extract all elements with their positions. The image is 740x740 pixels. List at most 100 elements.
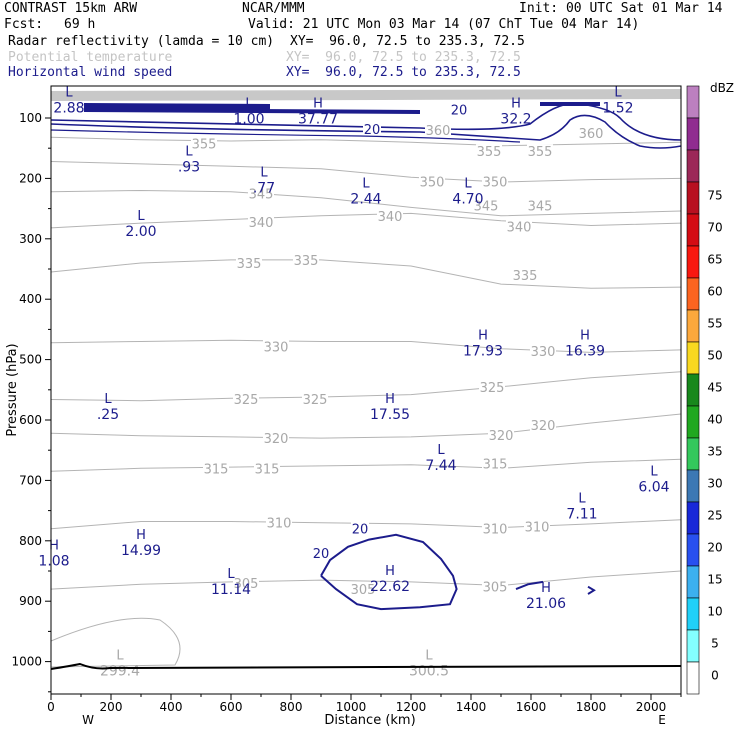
x-tick-label: 1000 bbox=[336, 700, 367, 714]
theta-label: 330 bbox=[531, 345, 556, 360]
theta-label-bg bbox=[482, 174, 508, 188]
theta-label-bg bbox=[302, 391, 328, 405]
colorbar-swatch bbox=[686, 149, 700, 183]
x-tick-label: 200 bbox=[100, 700, 123, 714]
header-fcst-value: 69 h bbox=[64, 17, 96, 32]
theta-label: 355 bbox=[477, 145, 502, 160]
extremum-value: 1.08 bbox=[38, 554, 69, 570]
theta-label-bg bbox=[233, 576, 259, 590]
theta-label-bg bbox=[482, 456, 508, 470]
theta-label: 320 bbox=[489, 429, 514, 444]
extremum-high: H bbox=[511, 97, 521, 112]
theta-label-bg bbox=[233, 391, 259, 405]
extremum-value: 7.44 bbox=[425, 458, 456, 474]
colorbar-swatch bbox=[686, 373, 700, 407]
colorbar-unit: dBZ bbox=[710, 81, 734, 95]
theta-label-bg bbox=[425, 123, 451, 137]
x-tick-label: 0 bbox=[47, 700, 55, 714]
header-init: Init: 00 UTC Sat 01 Mar 14 bbox=[519, 1, 723, 16]
extremum-value: .93 bbox=[178, 159, 200, 175]
theta-label: 315 bbox=[483, 457, 508, 472]
extremum-low: L bbox=[185, 144, 193, 159]
extremum-value: 6.04 bbox=[638, 479, 669, 495]
field-radar-xy: XY= 96.0, 72.5 to 235.3, 72.5 bbox=[290, 34, 525, 49]
colorbar-swatch bbox=[686, 405, 700, 439]
extremum-low: L bbox=[260, 165, 268, 180]
theta-label-bg bbox=[419, 174, 445, 188]
extremum-value: 2.44 bbox=[350, 191, 381, 207]
theta-label: 305 bbox=[483, 581, 508, 596]
theta-label-bg bbox=[377, 208, 403, 222]
colorbar-swatch bbox=[686, 309, 700, 343]
extremum-high: H bbox=[313, 97, 323, 112]
theta-label-bg bbox=[350, 582, 376, 596]
y-tick-label: 200 bbox=[19, 171, 42, 185]
extremum-value: 4.70 bbox=[452, 191, 483, 207]
colorbar-swatch bbox=[686, 661, 700, 695]
theta-label-bg bbox=[473, 198, 499, 212]
field-radar-name: Radar reflectivity (lamda = 10 cm) bbox=[8, 34, 275, 49]
colorbar-swatch bbox=[686, 277, 700, 311]
extremum-value: 1.00 bbox=[233, 112, 264, 128]
ground-line bbox=[50, 662, 682, 670]
y-tick-label: 400 bbox=[19, 292, 42, 306]
theta-label: 335 bbox=[237, 257, 262, 272]
x-tick-label: 1200 bbox=[396, 700, 427, 714]
theta-label-bg bbox=[263, 339, 289, 353]
theta-label: 315 bbox=[204, 462, 229, 477]
theta-label-bg bbox=[578, 126, 604, 140]
x-end-label-east: E bbox=[658, 713, 666, 727]
extremum-value: 17.55 bbox=[370, 407, 410, 423]
extremum-low: L bbox=[65, 86, 73, 101]
theta-label: 335 bbox=[513, 269, 538, 284]
colorbar-swatch bbox=[686, 565, 700, 599]
y-tick-label: 1000 bbox=[11, 655, 42, 669]
jet-wind-band-1 bbox=[83, 108, 421, 114]
x-tick-label: 1600 bbox=[516, 700, 547, 714]
colorbar-swatch bbox=[686, 533, 700, 567]
x-tick-label: 800 bbox=[280, 700, 303, 714]
colorbar-level-label: 35 bbox=[707, 445, 722, 459]
extremum-low: L bbox=[650, 464, 658, 479]
extremum-low: L bbox=[437, 443, 445, 458]
theta-contour-340 bbox=[50, 212, 682, 229]
theta-contour-320 bbox=[50, 413, 682, 439]
extremum-value: 1.52 bbox=[602, 101, 633, 117]
extremum-high: H bbox=[478, 328, 488, 343]
theta-label-bg bbox=[530, 344, 556, 358]
colorbar-swatch bbox=[686, 213, 700, 247]
extremum-value: 7.11 bbox=[566, 507, 597, 523]
theta-label-bg bbox=[479, 379, 505, 393]
colorbar-swatch bbox=[686, 181, 700, 215]
y-tick-label: 600 bbox=[19, 413, 42, 427]
colorbar-level-label: 40 bbox=[707, 413, 722, 427]
colorbar-level-label: 65 bbox=[707, 253, 722, 267]
theta-contour-355 bbox=[50, 136, 682, 147]
theta-label: 325 bbox=[303, 393, 328, 408]
theta-label-bg bbox=[293, 252, 319, 266]
wind-contour-20-1 bbox=[515, 580, 544, 591]
wind-level-label: 20 bbox=[352, 523, 369, 538]
theta-label-bg bbox=[482, 579, 508, 593]
extremum-value: 21.06 bbox=[526, 596, 566, 612]
theta-label: 310 bbox=[525, 520, 550, 535]
colorbar-level-label: 60 bbox=[707, 285, 722, 299]
theta-label: 330 bbox=[264, 340, 289, 355]
wind-contour-20-2 bbox=[587, 585, 596, 595]
extremum-high: H bbox=[580, 328, 590, 343]
field-wind-xy: XY= 96.0, 72.5 to 235.3, 72.5 bbox=[286, 65, 521, 80]
theta-label: 320 bbox=[264, 432, 289, 447]
extremum-high: H bbox=[49, 539, 59, 554]
theta-contour-315 bbox=[50, 458, 682, 472]
theta-label-bg bbox=[527, 144, 553, 158]
extremum-value: 22.62 bbox=[370, 579, 410, 595]
y-tick-label: 100 bbox=[19, 111, 42, 125]
theta-label-bg bbox=[512, 268, 538, 282]
field-wind-name: Horizontal wind speed bbox=[8, 65, 173, 80]
jet-wind-band-2 bbox=[83, 103, 271, 110]
jet-wind-contour-b bbox=[50, 114, 682, 149]
x-tick-label: 400 bbox=[160, 700, 183, 714]
x-tick-label: 2000 bbox=[636, 700, 667, 714]
field-theta-xy: XY= 96.0, 72.5 to 235.3, 72.5 bbox=[286, 50, 521, 65]
theta-label: 345 bbox=[249, 188, 274, 203]
